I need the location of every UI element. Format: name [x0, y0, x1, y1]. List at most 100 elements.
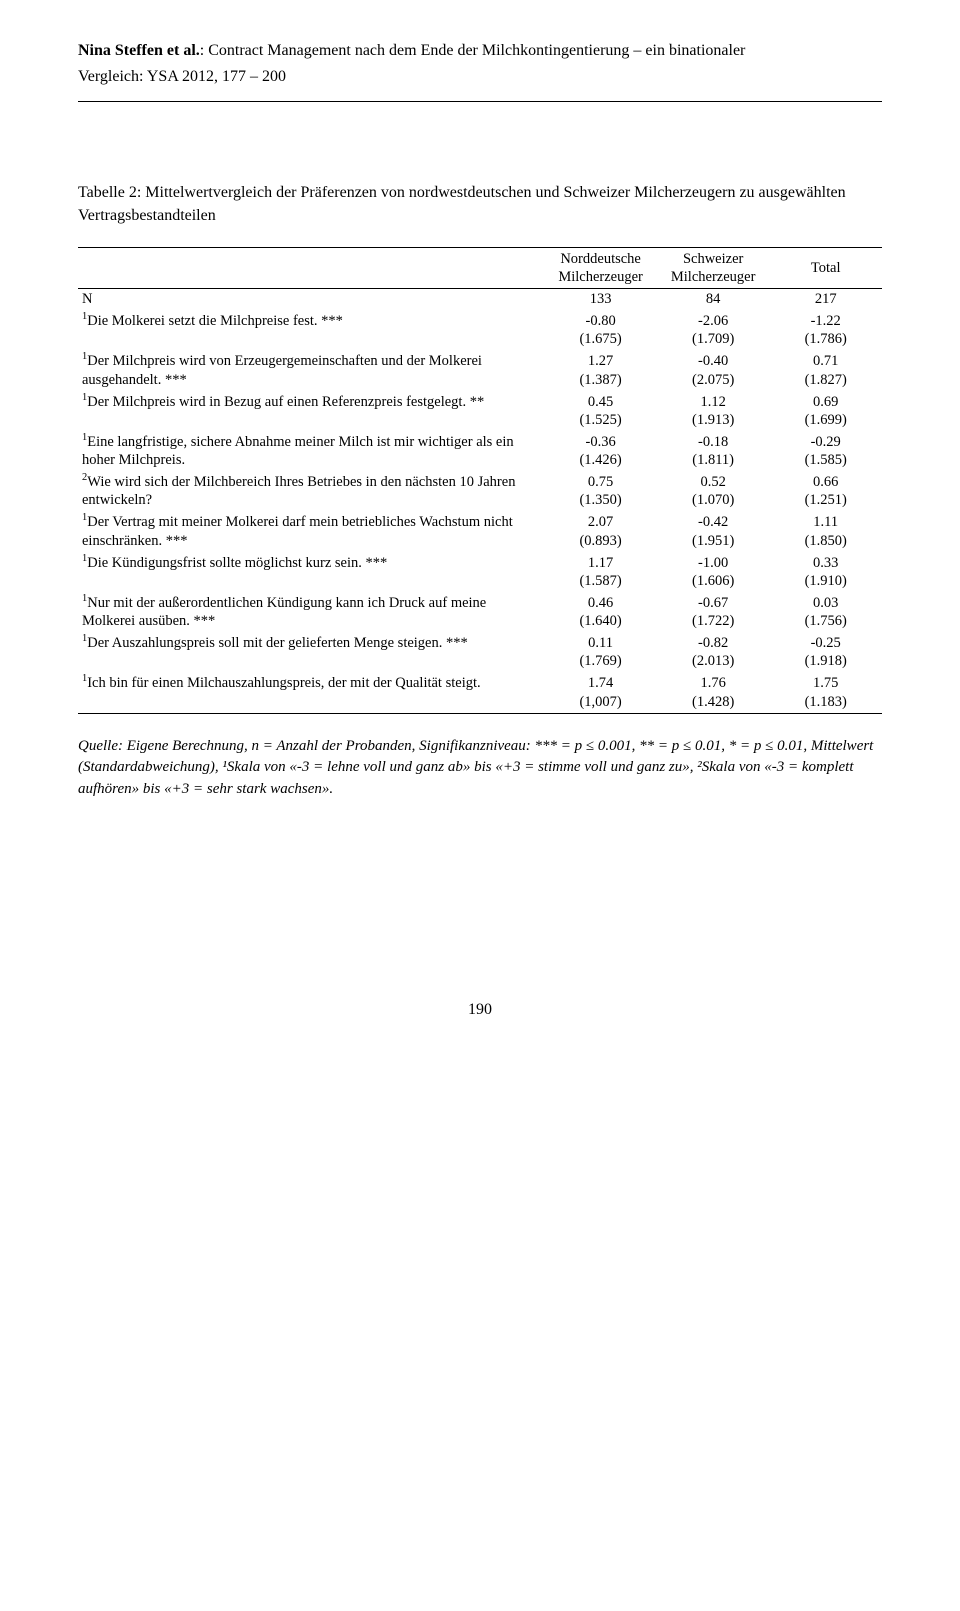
cell-val: -0.36 — [585, 434, 615, 450]
cell-val: 1.76 — [700, 675, 725, 691]
row-c1: -0.36 (1.426) — [544, 431, 657, 471]
cell-val: 0.45 — [588, 394, 613, 410]
row-label: 1Die Molkerei setzt die Milchpreise fest… — [78, 310, 544, 350]
cell-sd: (2.013) — [692, 653, 734, 669]
table-caption: Tabelle 2: Mittelwertvergleich der Präfe… — [78, 182, 882, 227]
table-row: 1Nur mit der außerordentlichen Kündigung… — [78, 592, 882, 632]
cell-sd: (1.587) — [579, 573, 621, 589]
cell-sd: (1,007) — [579, 694, 621, 710]
row-c3: -0.29 (1.585) — [769, 431, 882, 471]
header-col2: Schweizer Milcherzeuger — [657, 247, 770, 288]
cell-sd: (1.786) — [805, 331, 847, 347]
row-label: 1Die Kündigungsfrist sollte möglichst ku… — [78, 552, 544, 592]
cell-val: -0.40 — [698, 353, 728, 369]
cell-val: 2.07 — [588, 514, 613, 530]
row-label-text: Nur mit der außerordentlichen Kündigung … — [82, 595, 486, 629]
table-row: 2Wie wird sich der Milchbereich Ihres Be… — [78, 471, 882, 511]
row-c1: -0.80 (1.675) — [544, 310, 657, 350]
n-row: N 133 84 217 — [78, 289, 882, 311]
cell-sd: (1.585) — [805, 452, 847, 468]
cell-sd: (1.827) — [805, 372, 847, 388]
table-row: 1Der Vertrag mit meiner Molkerei darf me… — [78, 511, 882, 551]
cell-sd: (1.918) — [805, 653, 847, 669]
cell-val: 1.74 — [588, 675, 613, 691]
row-label: 1Der Auszahlungspreis soll mit der gelie… — [78, 632, 544, 672]
cell-val: -2.06 — [698, 313, 728, 329]
cell-sd: (1.426) — [579, 452, 621, 468]
cell-sd: (1.769) — [579, 653, 621, 669]
row-c3: 0.66(1.251) — [769, 471, 882, 511]
table-header-row: Norddeutsche Milcherzeuger Schweizer Mil… — [78, 247, 882, 288]
running-head-line2: Vergleich: YSA 2012, 177 – 200 — [78, 66, 882, 88]
row-c3: 0.33(1.910) — [769, 552, 882, 592]
cell-val: 1.12 — [700, 394, 725, 410]
row-c2: -0.40 (2.075) — [657, 350, 770, 390]
cell-sd: (1.850) — [805, 533, 847, 549]
header-blank — [78, 247, 544, 288]
cell-val: -0.29 — [811, 434, 841, 450]
row-c1: 1.17 (1.587) — [544, 552, 657, 592]
cell-val: -0.80 — [585, 313, 615, 329]
table-row: 1Die Kündigungsfrist sollte möglichst ku… — [78, 552, 882, 592]
header-col3: Total — [769, 247, 882, 288]
row-c2: 0.52(1.070) — [657, 471, 770, 511]
running-head-title: : Contract Management nach dem Ende der … — [200, 42, 746, 59]
running-head-line1: Nina Steffen et al.: Contract Management… — [78, 40, 882, 62]
row-label-text: Die Kündigungsfrist sollte möglichst kur… — [87, 555, 387, 571]
table-row: 1Der Milchpreis wird von Erzeugergemeins… — [78, 350, 882, 390]
cell-sd: (1.428) — [692, 694, 734, 710]
cell-sd: (1.387) — [579, 372, 621, 388]
row-c2: 1.12 (1.913) — [657, 391, 770, 431]
row-c1: 1.74 (1,007) — [544, 672, 657, 713]
cell-sd: (1.699) — [805, 412, 847, 428]
cell-val: -1.22 — [811, 313, 841, 329]
cell-sd: (1.350) — [579, 492, 621, 508]
row-c2: -0.42 (1.951) — [657, 511, 770, 551]
cell-sd: (1.913) — [692, 412, 734, 428]
page-number: 190 — [78, 1001, 882, 1019]
cell-sd: (1.709) — [692, 331, 734, 347]
cell-sd: (1.251) — [805, 492, 847, 508]
cell-val: -0.82 — [698, 635, 728, 651]
cell-val: 1.17 — [588, 555, 613, 571]
cell-sd: (1.811) — [692, 452, 734, 468]
row-label: 1Eine langfristige, sichere Abnahme mein… — [78, 431, 544, 471]
cell-sd: (1.951) — [692, 533, 734, 549]
row-c3: 0.03 (1.756) — [769, 592, 882, 632]
cell-val: 0.52 — [700, 474, 725, 490]
row-label: 1Der Milchpreis wird in Bezug auf einen … — [78, 391, 544, 431]
row-c3: -1.22 (1.786) — [769, 310, 882, 350]
cell-val: -0.42 — [698, 514, 728, 530]
row-label: 1Der Vertrag mit meiner Molkerei darf me… — [78, 511, 544, 551]
n-c3: 217 — [769, 289, 882, 311]
cell-val: 0.03 — [813, 595, 838, 611]
row-label-text: Wie wird sich der Milchbereich Ihres Bet… — [82, 474, 515, 508]
header-col2-l1: Schweizer — [683, 251, 743, 267]
row-c1: 1.27(1.387) — [544, 350, 657, 390]
cell-sd: (1.640) — [579, 613, 621, 629]
header-col2-l2: Milcherzeuger — [671, 269, 756, 285]
cell-val: -0.67 — [698, 595, 728, 611]
header-col1-l2: Milcherzeuger — [558, 269, 643, 285]
row-c1: 2.07(0.893) — [544, 511, 657, 551]
table-row: 1Eine langfristige, sichere Abnahme mein… — [78, 431, 882, 471]
row-label-text: Der Vertrag mit meiner Molkerei darf mei… — [82, 514, 513, 548]
cell-val: -0.25 — [811, 635, 841, 651]
row-c2: -0.67(1.722) — [657, 592, 770, 632]
row-label: 1Der Milchpreis wird von Erzeugergemeins… — [78, 350, 544, 390]
cell-sd: (1.910) — [805, 573, 847, 589]
row-c2: -0.82 (2.013) — [657, 632, 770, 672]
cell-sd: (1.675) — [579, 331, 621, 347]
row-c2: -0.18(1.811) — [657, 431, 770, 471]
cell-sd: (1.756) — [805, 613, 847, 629]
cell-sd: (1.183) — [805, 694, 847, 710]
row-c1: 0.75 (1.350) — [544, 471, 657, 511]
cell-val: 0.75 — [588, 474, 613, 490]
table-row: 1Die Molkerei setzt die Milchpreise fest… — [78, 310, 882, 350]
row-c3: 0.69(1.699) — [769, 391, 882, 431]
row-c3: -0.25 (1.918) — [769, 632, 882, 672]
row-c3: 1.11(1.850) — [769, 511, 882, 551]
cell-val: -1.00 — [698, 555, 728, 571]
row-c2: -1.00(1.606) — [657, 552, 770, 592]
cell-sd: (2.075) — [692, 372, 734, 388]
